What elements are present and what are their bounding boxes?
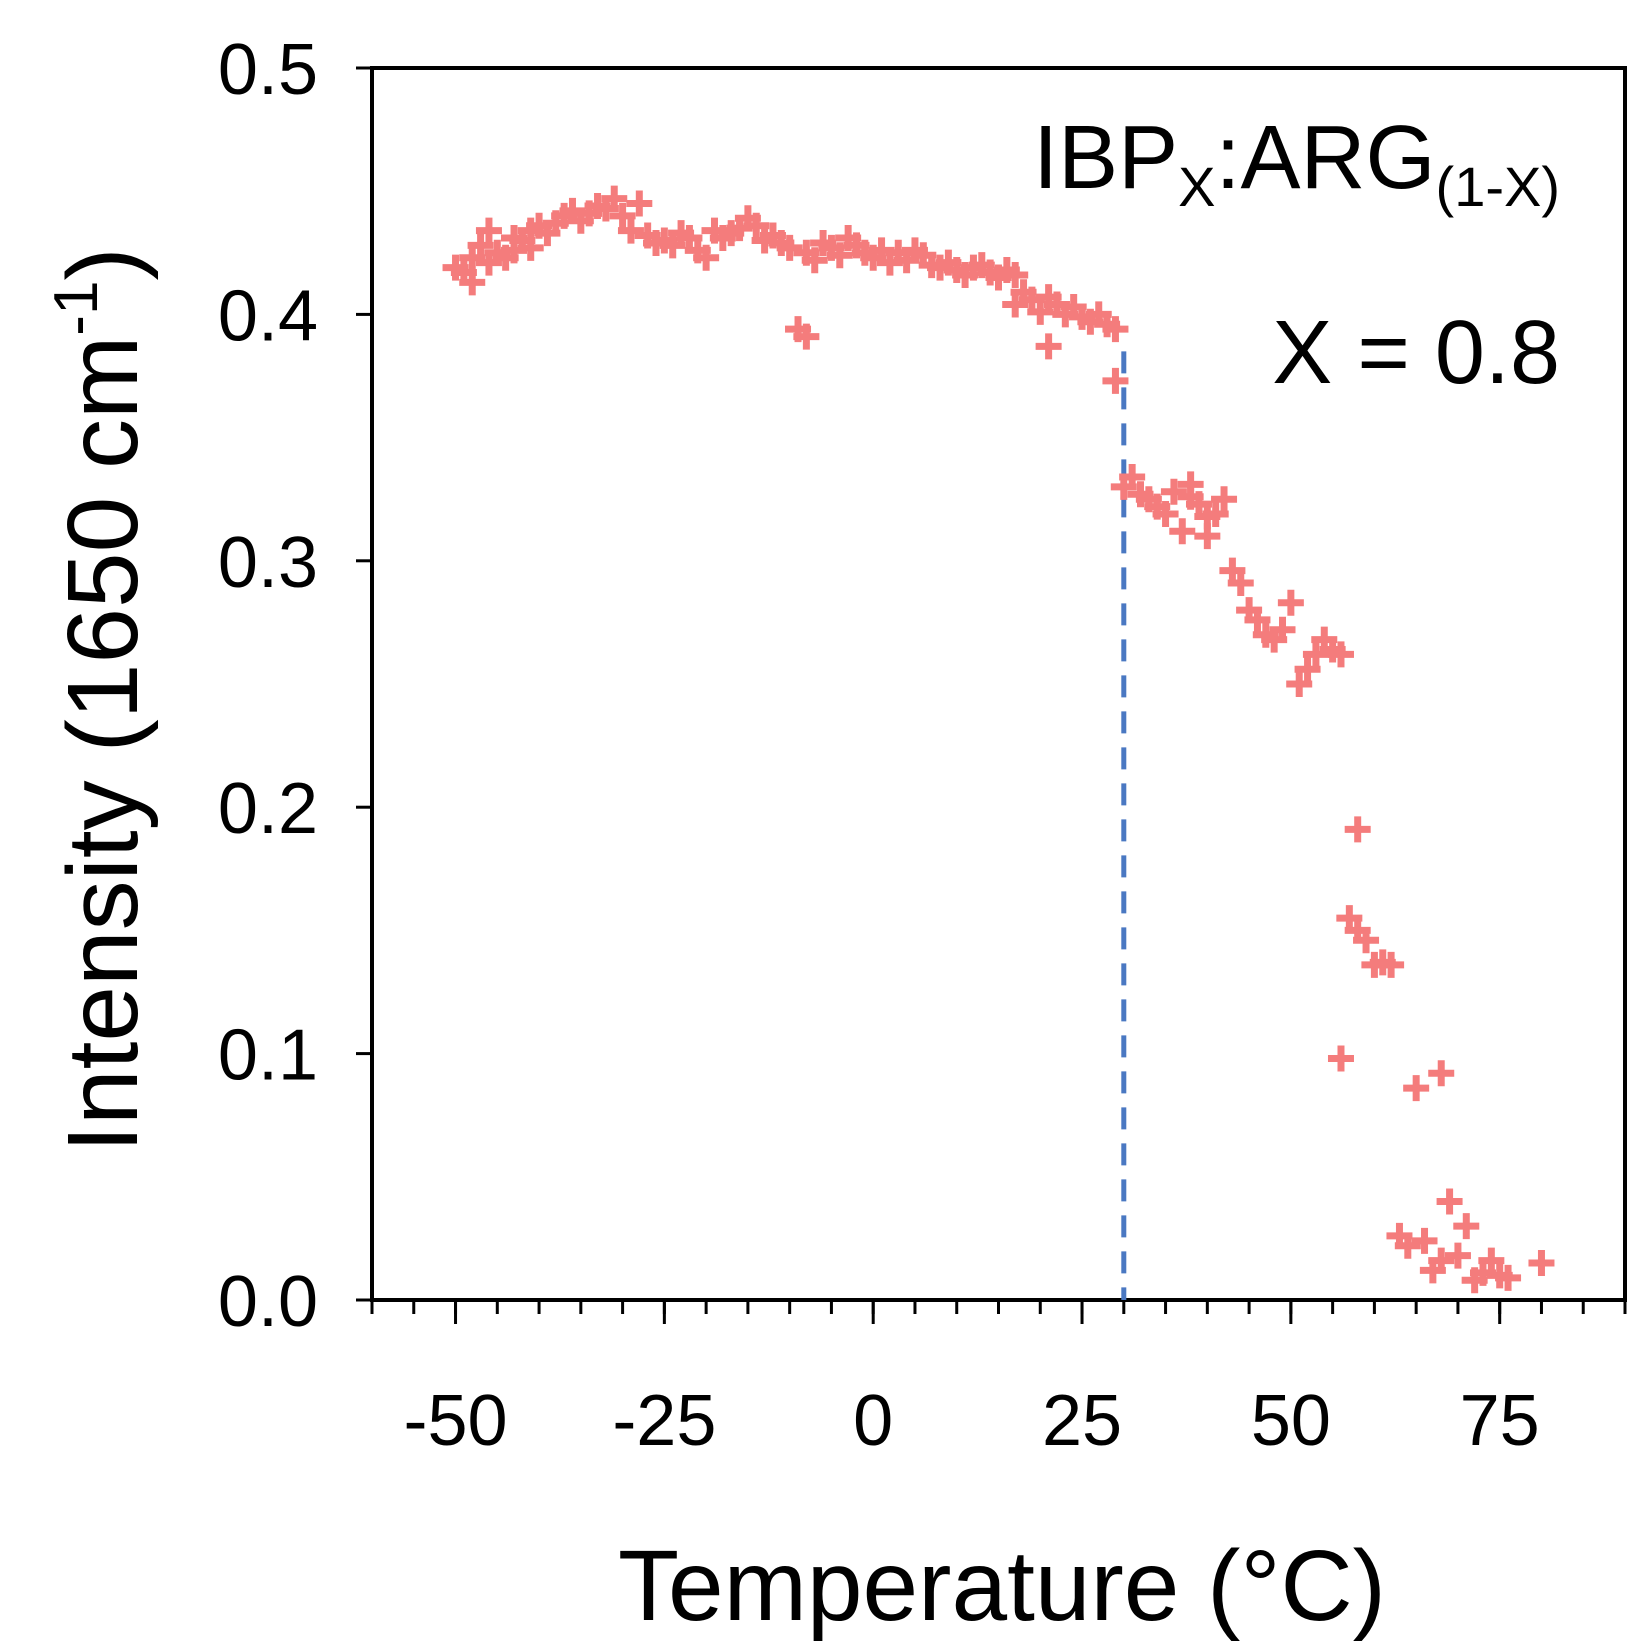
x-axis-ticks: -50 -25 0 25 50 75 [404, 1300, 1540, 1461]
data-point [1277, 589, 1304, 616]
y-tick-label: 0.3 [218, 523, 318, 603]
data-point [1227, 569, 1254, 596]
y-tick-label: 0.4 [218, 276, 318, 356]
data-point [1194, 523, 1221, 550]
data-point [1211, 486, 1238, 513]
formula-annotation: IBPX:ARG(1-X) [1033, 108, 1560, 218]
data-point [1035, 333, 1062, 360]
plot-frame [370, 66, 1627, 1302]
x-tick-label: -25 [612, 1381, 716, 1461]
data-point [1353, 927, 1380, 954]
data-point [467, 232, 494, 259]
data-point [776, 234, 803, 261]
formula-subscript-1: X [1178, 155, 1215, 218]
data-point [1302, 641, 1329, 668]
x-tick-label: 0 [853, 1381, 893, 1461]
data-point [1294, 656, 1321, 683]
y-axis-title-close: ) [47, 247, 159, 280]
data-point [1102, 316, 1129, 343]
x-tick-label: 75 [1460, 1381, 1540, 1461]
y-tick-label: 0.2 [218, 769, 318, 849]
data-point [1244, 606, 1271, 633]
data-point [1344, 816, 1371, 843]
data-point [1202, 500, 1229, 527]
data-point [459, 269, 486, 296]
formula-base-1: IBP [1033, 108, 1178, 208]
data-point [793, 323, 820, 350]
data-point [1428, 1060, 1455, 1087]
composition-annotation: X = 0.8 [1272, 303, 1560, 403]
data-point [1495, 1264, 1522, 1291]
data-point [1169, 518, 1196, 545]
y-tick-label: 0.0 [218, 1262, 318, 1342]
data-point [1160, 478, 1187, 505]
y-axis-title-main: Intensity (1650 cm [47, 336, 159, 1153]
data-point [601, 185, 628, 212]
data-point [1436, 1188, 1463, 1215]
data-point [1478, 1247, 1505, 1274]
data-point [1286, 671, 1313, 697]
data-point [1428, 1247, 1455, 1274]
data-point [743, 212, 770, 239]
x-minor-ticks [370, 1300, 1627, 1314]
data-point [1027, 298, 1054, 325]
x-tick-label: -50 [404, 1381, 508, 1461]
data-point [1152, 500, 1179, 527]
y-axis-ticks: 0.0 0.1 0.2 0.3 0.4 0.5 [218, 30, 372, 1342]
data-point [1177, 471, 1204, 498]
data-point [609, 202, 636, 229]
data-point [826, 242, 853, 269]
data-point [801, 247, 828, 274]
y-tick-label: 0.1 [218, 1016, 318, 1096]
data-point [1327, 1045, 1354, 1072]
data-point [1403, 1075, 1430, 1102]
formula-subscript-2: (1-X) [1436, 155, 1560, 218]
formula-middle: :ARG [1216, 108, 1436, 208]
y-axis-title: Intensity (1650 cm-1) [42, 247, 159, 1153]
data-point [1528, 1250, 1555, 1277]
data-point [1411, 1227, 1438, 1254]
data-point [1119, 464, 1146, 491]
data-point [1102, 367, 1129, 394]
data-point [617, 217, 644, 244]
data-point [1444, 1242, 1471, 1269]
data-point [1378, 951, 1405, 978]
data-point [626, 190, 653, 217]
x-tick-label: 50 [1251, 1381, 1331, 1461]
data-point [1327, 641, 1354, 668]
x-axis-title: Temperature (°C) [618, 1530, 1386, 1642]
y-tick-label: 0.5 [218, 30, 318, 110]
data-point [1269, 616, 1296, 643]
data-point [693, 244, 720, 271]
x-tick-label: 25 [1042, 1381, 1122, 1461]
data-points [442, 185, 1555, 1294]
data-point [1394, 1232, 1421, 1259]
data-point [1453, 1213, 1480, 1240]
data-point [1002, 261, 1029, 288]
y-axis-title-superscript: -1 [42, 281, 111, 336]
data-point [475, 217, 502, 244]
